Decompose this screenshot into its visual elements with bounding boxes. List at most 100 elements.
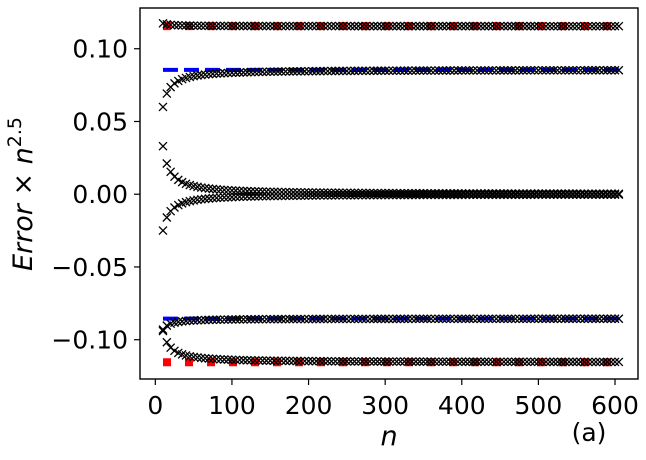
- data-point: [476, 357, 486, 367]
- data-point: [499, 21, 509, 31]
- data-point: [591, 190, 601, 200]
- data-point: [476, 190, 486, 200]
- data-point: [373, 357, 382, 366]
- marker-curve-2: [158, 141, 624, 199]
- data-point: [449, 21, 459, 31]
- data-point: [434, 314, 444, 324]
- data-point: [468, 21, 478, 31]
- y-axis-label: Error × n2.5: [4, 117, 39, 271]
- plot-frame: [139, 7, 639, 380]
- data-point: [522, 21, 532, 31]
- data-point: [392, 190, 402, 200]
- data-point: [219, 315, 229, 325]
- data-point: [327, 190, 336, 200]
- data-point: [200, 194, 210, 204]
- data-point: [353, 314, 363, 324]
- data-point: [392, 21, 402, 31]
- data-point: [572, 314, 582, 324]
- data-point: [376, 21, 386, 31]
- data-point: [353, 21, 363, 31]
- data-point: [265, 356, 275, 366]
- data-point: [208, 354, 218, 364]
- data-point: [330, 314, 340, 324]
- data-point: [208, 184, 218, 194]
- data-point: [284, 356, 294, 366]
- data-point: [442, 190, 451, 200]
- data-point: [250, 67, 260, 77]
- data-point: [380, 357, 390, 366]
- data-point: [464, 357, 474, 367]
- data-point: [564, 190, 574, 200]
- data-point: [453, 190, 463, 200]
- data-point: [315, 66, 325, 76]
- data-point: [556, 190, 566, 200]
- data-point: [334, 190, 344, 200]
- data-point: [204, 21, 214, 31]
- data-point: [445, 357, 455, 367]
- data-point: [334, 314, 344, 324]
- data-point: [591, 65, 601, 75]
- data-point: [503, 190, 513, 200]
- data-point: [576, 65, 585, 75]
- data-point: [564, 21, 574, 31]
- data-point: [541, 314, 551, 324]
- data-point: [288, 66, 298, 76]
- data-point: [503, 314, 513, 324]
- data-point: [338, 356, 348, 366]
- data-point: [545, 190, 555, 200]
- data-point: [338, 190, 348, 200]
- data-point: [487, 314, 497, 324]
- data-point: [193, 315, 202, 325]
- data-point: [181, 21, 191, 31]
- data-point: [396, 357, 405, 367]
- data-point: [495, 65, 505, 75]
- data-point: [587, 190, 597, 200]
- data-point: [250, 314, 260, 324]
- data-point: [518, 357, 528, 367]
- data-point: [419, 357, 428, 367]
- data-point: [319, 356, 329, 366]
- data-point: [476, 21, 486, 31]
- data-point: [162, 337, 172, 347]
- data-point: [407, 21, 417, 31]
- data-point: [537, 21, 547, 31]
- data-point: [560, 314, 570, 324]
- data-point: [487, 190, 497, 200]
- data-point: [595, 65, 605, 75]
- data-point: [323, 21, 333, 31]
- data-point: [553, 314, 563, 324]
- data-point: [438, 357, 448, 367]
- y-tick-label: −0.10: [51, 326, 128, 355]
- data-point: [323, 314, 333, 324]
- data-point: [530, 357, 540, 367]
- data-point: [342, 21, 352, 31]
- data-point: [422, 314, 432, 324]
- data-point: [599, 65, 608, 75]
- data-point: [304, 314, 314, 324]
- data-point: [484, 314, 494, 324]
- data-point: [223, 192, 233, 202]
- data-point: [369, 66, 379, 76]
- data-point: [307, 314, 317, 324]
- data-point: [158, 141, 168, 151]
- data-point: [480, 21, 490, 31]
- data-point: [614, 314, 624, 324]
- data-point: [261, 191, 271, 201]
- data-point: [338, 66, 348, 76]
- data-point: [415, 66, 425, 76]
- data-point: [242, 67, 252, 77]
- data-point: [212, 21, 222, 31]
- data-point: [614, 21, 624, 31]
- data-point: [472, 357, 482, 367]
- data-point: [246, 67, 256, 77]
- data-point: [419, 190, 428, 200]
- data-point: [288, 21, 298, 31]
- data-point: [281, 191, 291, 201]
- marker-curve-3: [158, 190, 624, 236]
- data-point: [242, 192, 252, 202]
- data-point: [380, 190, 390, 200]
- data-point: [399, 314, 409, 324]
- data-point: [311, 314, 321, 324]
- data-point: [369, 357, 379, 366]
- x-tick-label: 500: [515, 391, 563, 420]
